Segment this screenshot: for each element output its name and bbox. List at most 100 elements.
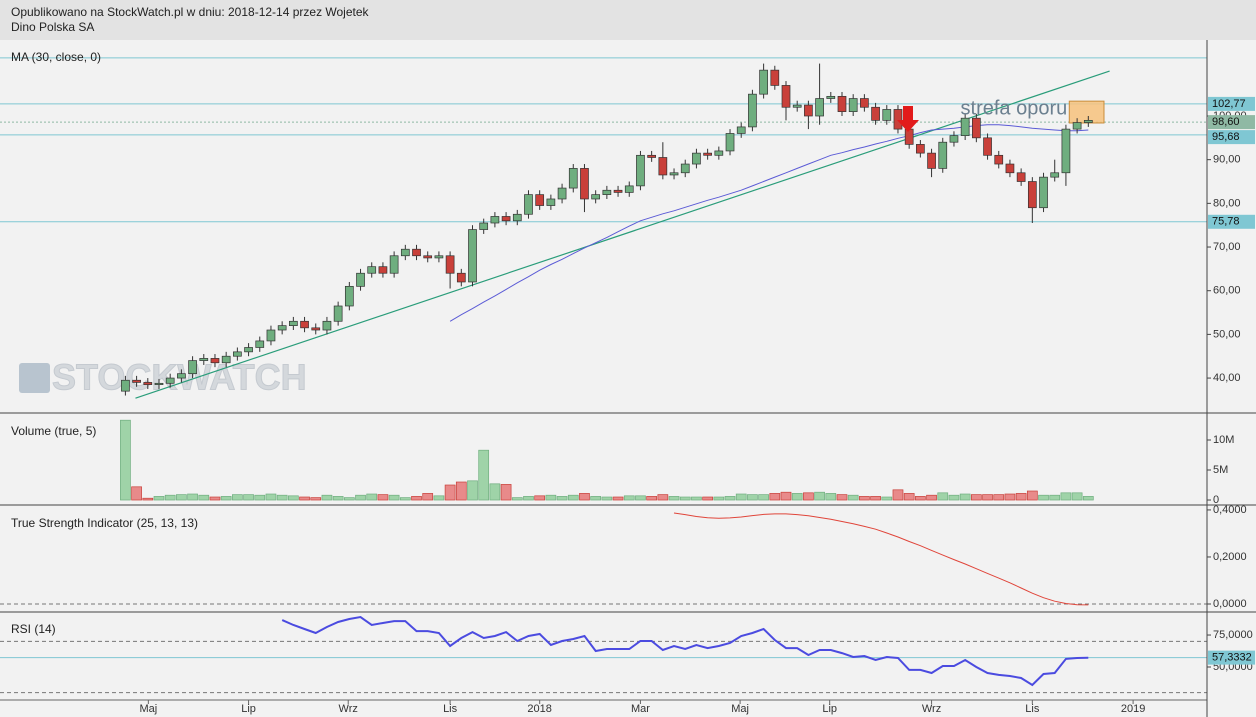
y-tick-label: 0,4000 (1213, 504, 1247, 516)
candle-body (613, 189, 623, 193)
candle-body (524, 194, 533, 215)
candle-body (1016, 172, 1026, 182)
volume-bar (780, 491, 792, 501)
y-tick-label: 0,0000 (1213, 598, 1247, 610)
candle-body (311, 327, 321, 331)
candle-body (826, 95, 836, 99)
candle-body (557, 187, 567, 200)
level-label: 57,3332 (1212, 652, 1252, 664)
volume-bar (612, 496, 624, 501)
candle-body (703, 152, 712, 156)
volume-bar (982, 494, 993, 501)
candle-body (860, 98, 869, 108)
candle-body (591, 194, 601, 200)
volume-bar (724, 496, 736, 501)
x-tick-label: Maj (139, 703, 157, 715)
panel-plot (121, 63, 1110, 399)
candle-body (759, 69, 768, 95)
volume-bar (970, 494, 982, 501)
volume-bar (444, 484, 456, 501)
volume-bar (500, 484, 512, 501)
volume-bar (1049, 494, 1061, 501)
volume-bar (455, 481, 467, 501)
volume-bar (623, 495, 635, 501)
candle-body (770, 69, 780, 86)
level-label-box (1208, 115, 1255, 130)
candle-body (501, 216, 511, 222)
candle-body (792, 104, 802, 108)
candle-body (580, 168, 589, 200)
volume-bar (343, 497, 355, 501)
volume-bar (836, 494, 848, 501)
volume-bar (1004, 493, 1016, 501)
volume-bar (948, 494, 960, 501)
y-tick-label: 75,0000 (1213, 629, 1253, 641)
watermark: STOCKWATCH (52, 357, 307, 398)
volume-bar (791, 493, 803, 501)
candle-body (692, 152, 701, 165)
candle-body (456, 272, 466, 283)
candle-body (736, 126, 746, 134)
header-line: Dino Polska SA (11, 20, 94, 34)
candle-body (535, 194, 545, 206)
volume-bar (556, 496, 568, 501)
candle-body (960, 117, 970, 137)
candle-body (725, 133, 735, 152)
level-label: 75,78 (1212, 216, 1240, 228)
indicator-line (673, 512, 1089, 606)
volume-bar (120, 419, 131, 501)
volume-bar (915, 496, 926, 501)
volume-bar (366, 493, 378, 501)
volume-bar (1071, 492, 1083, 501)
candle-body (1083, 120, 1093, 123)
candle-body (490, 216, 500, 224)
volume-bar (993, 494, 1005, 501)
candle-body (938, 141, 948, 169)
volume-bar (1038, 494, 1049, 501)
candle-body (680, 163, 690, 174)
candle-body (1050, 172, 1060, 178)
candle-body (546, 198, 556, 206)
candle-body (512, 213, 522, 222)
annotation: strefa oporu (961, 97, 1068, 119)
x-tick-label: Lip (241, 703, 256, 715)
volume-bar (735, 493, 747, 501)
volume-bar (478, 449, 490, 501)
candle-body (983, 137, 992, 156)
indicator-line (281, 615, 1089, 687)
header-bar (0, 0, 1256, 40)
volume-bar (590, 496, 602, 501)
header-line: Opublikowano na StockWatch.pl w dniu: 20… (11, 5, 370, 19)
volume-bar (937, 492, 949, 501)
candle-body (893, 109, 903, 130)
candle-body (188, 360, 197, 375)
volume-bar (1082, 496, 1094, 501)
volume-bar (310, 497, 322, 501)
y-tick-label: 40,00 (1213, 372, 1241, 384)
volume-bar (903, 493, 915, 501)
x-tick-label: Mar (631, 703, 650, 715)
candle-body (400, 248, 410, 257)
volume-bar (511, 497, 523, 501)
candle-body (1039, 176, 1048, 209)
candle-body (154, 382, 164, 385)
candle-body (344, 285, 354, 307)
panel-title: True Strength Indicator (25, 13, 13) (11, 516, 198, 530)
level-label: 95,68 (1212, 131, 1240, 143)
candle-body (177, 373, 186, 379)
volume-bar (288, 495, 299, 501)
volume-bar (679, 496, 691, 501)
candle-body (445, 255, 455, 274)
volume-bar (601, 496, 613, 501)
level-label-box (1208, 650, 1255, 665)
candle-body (658, 157, 668, 176)
volume-bar (881, 496, 893, 501)
panel-back (0, 640, 1207, 694)
candle-body (647, 154, 656, 158)
candle-body (132, 379, 141, 383)
volume-bar (926, 494, 937, 501)
volume-bar (1060, 492, 1072, 501)
volume-bar (567, 494, 579, 501)
